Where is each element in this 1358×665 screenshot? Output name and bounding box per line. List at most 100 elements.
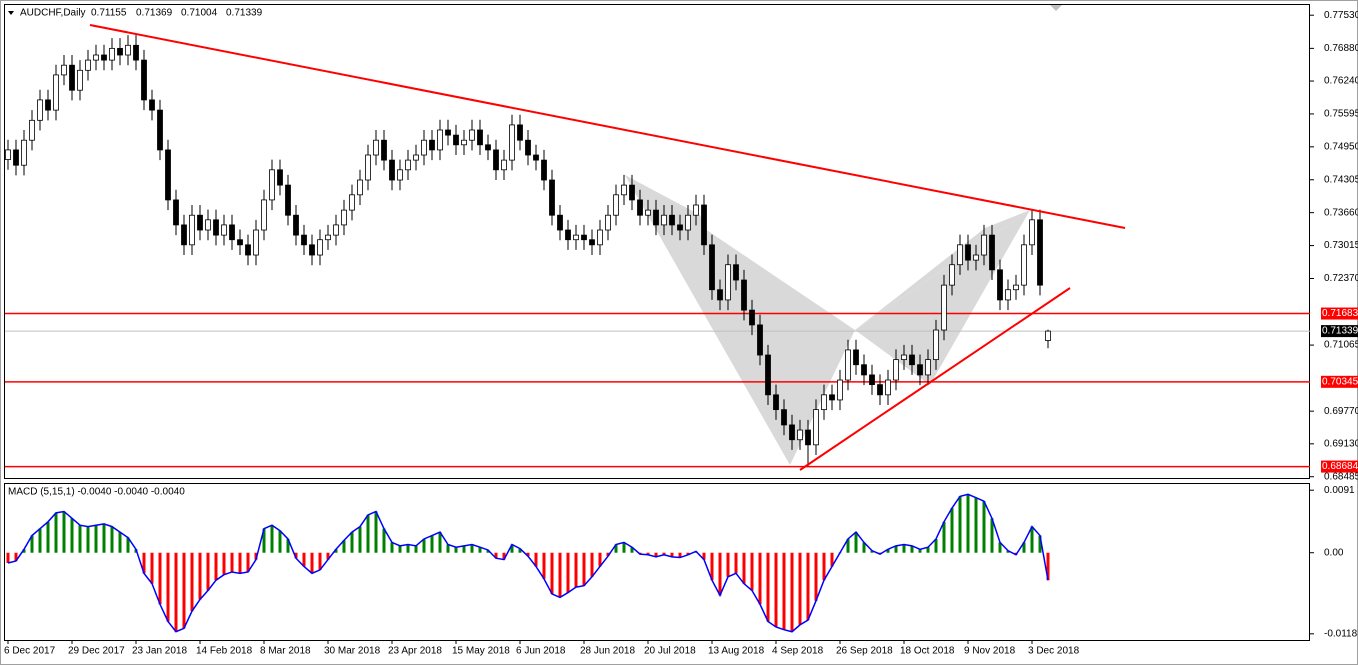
candle-body <box>293 214 299 236</box>
candle-body <box>893 359 899 381</box>
candle-body <box>1037 219 1043 286</box>
y-tick-label: 0.69130 <box>1324 438 1358 449</box>
macd-bar <box>734 552 738 574</box>
macd-bar <box>270 525 274 553</box>
candle-body <box>925 359 931 376</box>
macd-bar <box>310 552 314 574</box>
macd-bar <box>390 542 394 553</box>
macd-bar <box>406 544 410 553</box>
macd-bar <box>1006 550 1010 553</box>
candle-body <box>541 159 547 181</box>
macd-bar <box>510 544 514 553</box>
candle-body <box>373 139 379 156</box>
candle-body <box>757 324 763 356</box>
candle-body <box>349 194 355 211</box>
candle-body <box>29 119 35 141</box>
candle-body <box>701 204 707 246</box>
candle-body <box>469 129 475 141</box>
macd-bar <box>1038 535 1042 553</box>
macd-bar <box>206 552 210 591</box>
macd-bar <box>214 552 218 581</box>
candle-body <box>389 159 395 181</box>
x-tick-label: 23 Apr 2018 <box>388 646 442 657</box>
macd-bar <box>894 545 898 553</box>
y-tick-label: 0.73015 <box>1324 240 1358 251</box>
candle-body <box>477 129 483 146</box>
macd-bar <box>526 552 530 557</box>
x-tick-label: 23 Jan 2018 <box>132 646 187 657</box>
y-tick-label: 0.76240 <box>1324 76 1358 87</box>
candle-body <box>853 349 859 366</box>
candle-body <box>565 229 571 241</box>
level-label: 0.71339 <box>1322 326 1358 337</box>
candle-body <box>821 394 827 411</box>
candle-body <box>421 139 427 156</box>
x-tick-label: 20 Jul 2018 <box>644 646 696 657</box>
candle-body <box>365 154 371 181</box>
candle-body <box>765 354 771 396</box>
candle-body <box>749 309 755 326</box>
candle-body <box>861 364 867 376</box>
macd-bar <box>886 549 890 553</box>
macd-bar <box>934 538 938 553</box>
level-tag <box>1321 325 1358 338</box>
macd-bar <box>814 552 818 601</box>
candle-body <box>781 409 787 426</box>
candle-body <box>453 134 459 146</box>
y-tick-label: 0.73660 <box>1324 207 1358 218</box>
macd-bar <box>830 552 834 567</box>
y-tick-label: 0.77530 <box>1324 10 1358 21</box>
candle-body <box>445 129 451 136</box>
macd-bar <box>686 552 690 555</box>
candle-body <box>325 234 331 241</box>
macd-bar <box>998 542 1002 553</box>
candle-body <box>45 99 51 111</box>
macd-bar <box>22 549 26 553</box>
macd-bar <box>94 525 98 553</box>
macd-bar <box>758 552 762 605</box>
macd-bar <box>574 552 578 588</box>
candle-body <box>837 379 843 401</box>
macd-bar <box>646 552 650 555</box>
macd-bar <box>14 552 18 561</box>
macd-bar <box>126 537 130 553</box>
candle-body <box>693 204 699 216</box>
candle-body <box>581 234 587 241</box>
candle-body <box>957 244 963 266</box>
macd-bar <box>342 540 346 553</box>
macd-bar <box>846 538 850 553</box>
x-tick-label: 30 Mar 2018 <box>324 646 381 657</box>
candle-body <box>741 279 747 311</box>
macd-bar <box>582 552 586 586</box>
support-trendline <box>799 287 1071 471</box>
macd-bar <box>446 544 450 553</box>
x-tick-label: 13 Aug 2018 <box>708 646 765 657</box>
macd-bar <box>630 547 634 553</box>
x-tick-label: 6 Jun 2018 <box>516 646 566 657</box>
candle-body <box>429 139 435 151</box>
candle-body <box>221 224 227 236</box>
candle-body <box>501 159 507 171</box>
macd-bar <box>414 545 418 553</box>
macd-bar <box>102 523 106 553</box>
candle-body <box>157 109 163 151</box>
macd-bar <box>710 552 714 581</box>
macd-bar <box>454 547 458 553</box>
candle-body <box>277 169 283 186</box>
x-tick-label: 15 May 2018 <box>452 646 510 657</box>
macd-bar <box>70 518 74 553</box>
price-panel <box>4 4 1310 479</box>
macd-bar <box>742 552 746 584</box>
candle-body <box>597 229 603 246</box>
candle-body <box>829 394 835 401</box>
candle-body <box>69 64 75 91</box>
candle-body <box>805 429 811 446</box>
macd-bar <box>110 526 114 553</box>
macd-bar <box>542 552 546 579</box>
level-tag <box>1321 307 1358 320</box>
macd-bar <box>534 552 538 567</box>
macd-bar <box>558 552 562 598</box>
macd-bar <box>702 552 706 560</box>
candle-body <box>917 364 923 376</box>
macd-bar <box>902 544 906 553</box>
